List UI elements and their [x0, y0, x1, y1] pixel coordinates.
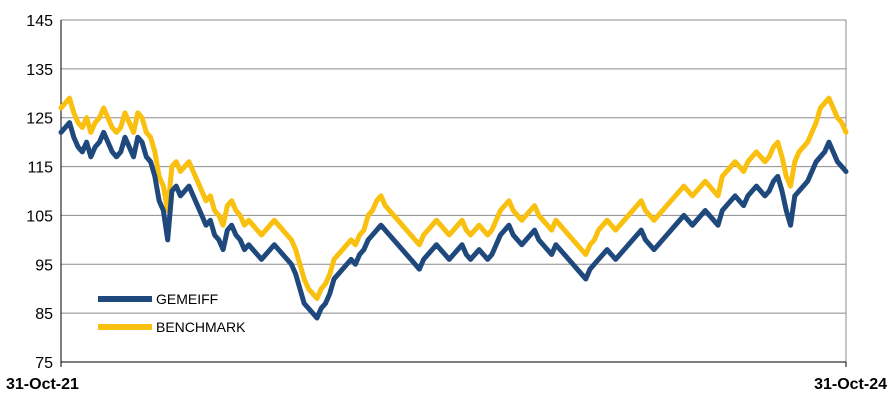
legend: GEMEIFF BENCHMARK	[98, 291, 246, 335]
y-tick-label: 115	[27, 160, 53, 177]
y-tick-labels: 75 85 95 105 115 125 135 145	[26, 13, 53, 372]
x-tick-label-start: 31-Oct-21	[6, 376, 79, 393]
legend-label-gemeiff: GEMEIFF	[156, 291, 218, 307]
y-tick-label: 125	[26, 111, 53, 128]
y-tick-label: 85	[35, 306, 53, 323]
series-line-gemeiff	[58, 120, 849, 321]
legend-label-benchmark: BENCHMARK	[156, 319, 246, 335]
series-lines	[58, 95, 849, 321]
x-tick-label-end: 31-Oct-24	[814, 376, 887, 393]
y-tick-label: 75	[35, 355, 53, 372]
axes	[60, 20, 847, 367]
y-tick-label: 135	[26, 62, 53, 79]
y-tick-label: 95	[35, 257, 53, 274]
x-tick-labels: 31-Oct-21 31-Oct-24	[6, 376, 887, 393]
y-tick-label: 145	[26, 13, 53, 30]
series-line-benchmark	[58, 95, 849, 301]
y-tick-label: 105	[26, 208, 53, 225]
